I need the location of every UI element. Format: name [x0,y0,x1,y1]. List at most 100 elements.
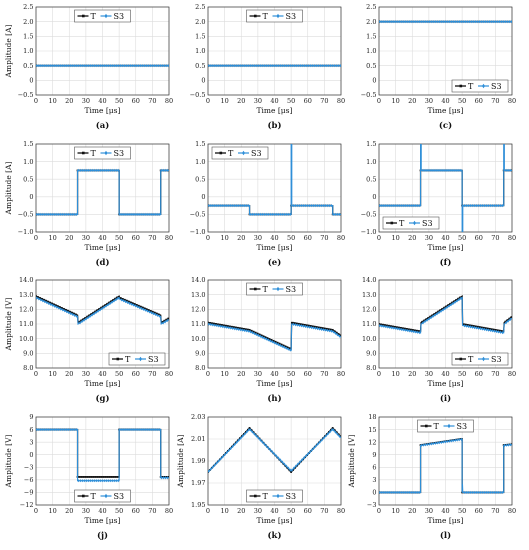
marker-t [410,328,412,331]
marker-s3 [229,204,232,208]
marker-t [67,309,69,312]
marker-s3 [463,204,466,208]
x-tick-label: 70 [148,234,156,242]
x-tick-label: 60 [304,370,312,378]
marker-s3 [265,444,268,448]
marker-s3 [227,204,230,208]
panel-label: (j) [97,530,108,541]
y-tick-label: 1.0 [23,47,33,55]
y-tick-label: 1.5 [23,140,33,148]
marker-t [208,321,209,324]
marker-s3 [158,314,161,318]
marker-t [125,299,128,302]
marker-s3 [117,64,120,68]
marker-s3 [310,204,313,208]
marker-s3 [331,64,334,68]
marker-s3 [335,64,338,68]
marker-s3 [143,64,146,68]
marker-s3 [287,64,290,68]
marker-t [82,476,85,478]
marker-t [301,323,304,326]
marker-s3 [328,430,331,434]
marker-s3 [430,442,433,446]
legend-marker-t [82,14,85,18]
marker-s3 [502,20,505,24]
marker-s3 [480,20,483,24]
marker-s3 [483,327,486,331]
marker-s3 [463,324,466,328]
marker-s3 [211,323,214,327]
marker-s3 [410,204,413,208]
marker-s3 [382,490,385,495]
marker-s3 [65,212,68,216]
marker-t [478,326,481,328]
marker-s3 [225,325,228,329]
marker-t [268,338,271,340]
marker-t [297,322,300,325]
marker-t [418,330,420,332]
marker-s3 [380,204,383,208]
marker-s3 [281,64,284,68]
marker-s3 [154,212,157,216]
marker-s3 [505,168,508,172]
marker-s3 [416,490,419,495]
series-markers-s3 [379,437,512,495]
marker-s3 [95,64,98,68]
marker-s3 [338,434,341,438]
marker-s3 [241,434,244,438]
series-line-s3 [36,169,169,215]
marker-s3 [221,455,224,459]
marker-s3 [499,330,502,334]
marker-s3 [313,64,316,68]
marker-s3 [454,20,457,24]
x-tick-label: 50 [287,370,295,378]
marker-t [435,311,438,314]
marker-s3 [129,64,132,68]
marker-s3 [235,204,238,208]
marker-s3 [61,308,64,312]
legend-label-t: T [228,149,234,158]
marker-t [47,300,49,303]
marker-s3 [245,329,248,333]
y-tick-label: 0 [372,489,376,497]
x-tick-label: 20 [65,234,73,242]
y-tick-label: −0.5 [361,211,377,219]
marker-s3 [501,330,504,335]
x-tick-label: 10 [48,97,56,105]
marker-s3 [120,212,124,216]
marker-s3 [465,204,468,208]
marker-t [339,334,341,337]
marker-s3 [110,300,114,304]
marker-s3 [484,20,487,24]
marker-s3 [37,297,40,301]
marker-s3 [339,64,341,68]
legend-marker-t [82,494,85,498]
marker-s3 [301,64,304,68]
marker-s3 [215,64,218,68]
marker-t [480,326,483,329]
marker-s3 [281,344,284,348]
marker-s3 [94,310,98,315]
marker-s3 [434,20,437,24]
marker-s3 [404,20,407,24]
marker-t [231,325,233,328]
marker-s3 [93,479,96,483]
panel-label: (e) [268,257,281,268]
x-tick-label: 80 [337,370,345,378]
marker-s3 [269,339,272,343]
legend-marker-s3 [482,83,485,89]
marker-t [492,328,495,331]
marker-s3 [304,454,308,458]
y-tick-label: 1.0 [195,47,205,55]
x-tick-label: 70 [491,507,499,515]
marker-s3 [486,20,489,24]
marker-t [121,298,124,300]
marker-s3 [164,476,167,480]
marker-s3 [412,329,415,334]
marker-s3 [137,64,140,68]
y-tick-label: 0 [29,77,33,85]
x-tick-label: 20 [237,507,245,515]
marker-t [464,323,467,326]
chart-panel-9: 0 10 20 30 40 50 60 70 80 8.0 9.0 10.0 11.0 12.0 13.0 1… [362,276,516,404]
marker-s3 [215,204,218,208]
